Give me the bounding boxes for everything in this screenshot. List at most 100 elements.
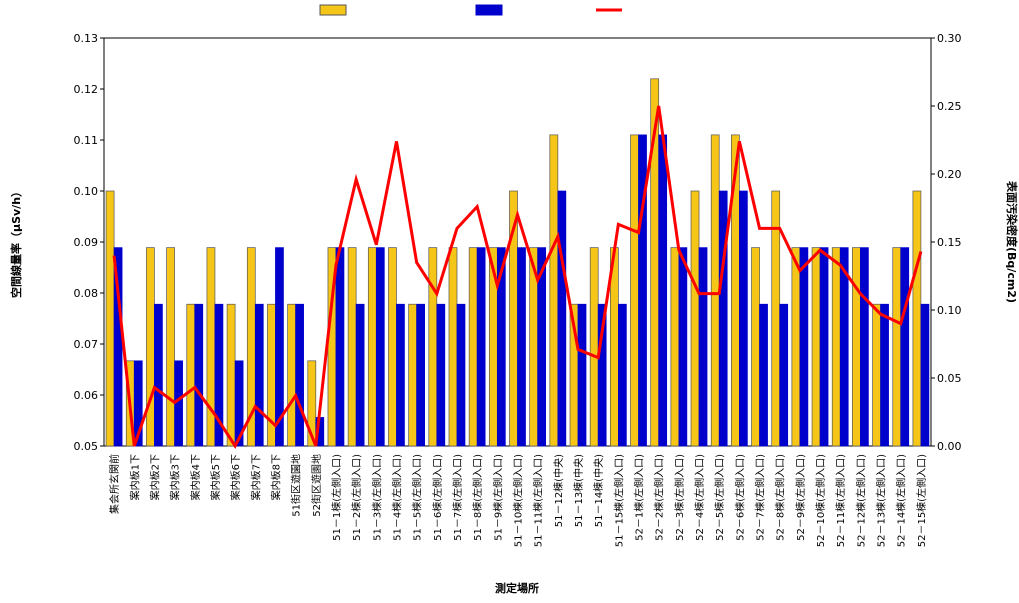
x-tick-label: 52－9棟(左側入口) <box>794 454 807 541</box>
y-tick-label: 0.13 <box>74 32 99 45</box>
x-tick-label: 51－1棟(左側入口) <box>330 454 343 541</box>
y-tick-label: 0.09 <box>74 236 99 249</box>
x-tick-label: 52－6棟(左側入口) <box>733 454 746 541</box>
bar <box>638 134 647 447</box>
x-tick-label: 52－10棟(左側入口) <box>814 454 827 547</box>
x-tick-label: 51－9棟(左側入口) <box>491 454 504 541</box>
bar <box>133 360 143 447</box>
bar <box>226 303 236 447</box>
x-tick-label: 51街区遊園地 <box>290 454 303 517</box>
bar <box>428 247 438 447</box>
x-tick-label: 52－14棟(左側入口) <box>895 454 908 547</box>
bar <box>839 247 849 447</box>
bar <box>577 303 587 447</box>
bar <box>557 190 567 447</box>
x-tick-label: 52－8棟(左側入口) <box>774 454 787 541</box>
y2-tick-label: 0.00 <box>937 440 962 453</box>
x-tick-label: 52－12棟(左側入口) <box>854 454 867 547</box>
bar <box>739 190 748 447</box>
bar <box>456 303 466 447</box>
x-tick-label: 52－13棟(左側入口) <box>875 454 888 547</box>
bar <box>831 247 841 447</box>
bar <box>872 303 881 447</box>
x-tick-label: 51－4棟(左側入口) <box>390 454 403 541</box>
bar <box>589 247 599 447</box>
bar <box>690 190 700 447</box>
y2-tick-label: 0.15 <box>937 236 962 249</box>
bar <box>436 303 446 447</box>
x-tick-label: 案内板6下 <box>229 454 242 500</box>
x-tick-label: 51－8棟(左側入口) <box>471 454 484 541</box>
y-tick-label: 0.06 <box>74 389 99 402</box>
bar <box>154 303 163 447</box>
bar <box>658 134 668 447</box>
bar <box>295 303 304 447</box>
bar <box>347 247 357 447</box>
x-tick-label: 51－15棟(左側入口) <box>612 454 625 547</box>
bar <box>710 134 720 447</box>
bar <box>367 247 377 447</box>
bar <box>860 247 869 447</box>
bar <box>186 303 196 447</box>
x-tick-label: 52－15棟(左側入口) <box>915 454 928 547</box>
bar <box>375 247 385 447</box>
bar <box>549 134 559 447</box>
y2-tick-label: 0.05 <box>937 372 962 385</box>
bar <box>912 190 922 447</box>
bar <box>678 247 688 447</box>
bar <box>214 303 224 447</box>
y2-tick-label: 0.25 <box>937 100 962 113</box>
bar <box>537 247 547 447</box>
bar <box>718 190 728 447</box>
legend-swatch <box>475 4 503 16</box>
bar <box>234 360 244 447</box>
bar <box>920 303 930 447</box>
bar <box>759 303 768 447</box>
x-tick-label: 52－4棟(左側入口) <box>693 454 706 541</box>
bar <box>468 247 478 447</box>
bar <box>630 134 639 447</box>
bar <box>194 303 204 447</box>
bar <box>287 303 296 447</box>
bar <box>670 247 680 447</box>
bar <box>206 247 216 447</box>
bar <box>880 303 889 447</box>
x-tick-label: 案内板2下 <box>148 454 161 500</box>
x-tick-label: 51－10棟(左側入口) <box>512 454 525 547</box>
x-tick-label: 51－5棟(左側入口) <box>411 454 424 541</box>
x-tick-label: 51－13棟(中央) <box>572 454 585 527</box>
x-tick-label: 52－7棟(左側入口) <box>754 454 767 541</box>
y-axis-label: 空間線量率（μSv/h） <box>9 186 23 298</box>
bar <box>799 247 809 447</box>
line <box>112 105 923 450</box>
x-tick-label: 52－3棟(左側入口) <box>673 454 686 541</box>
bar <box>892 247 902 447</box>
bar <box>166 247 175 447</box>
bar <box>900 247 910 447</box>
y2-axis-label: 表面汚染密度(Bq/cm2) <box>1005 180 1019 303</box>
y-tick-label: 0.12 <box>74 83 99 96</box>
bar <box>476 247 486 447</box>
x-tick-label: 案内板7下 <box>249 454 262 500</box>
x-tick-label: 案内板8下 <box>269 454 282 500</box>
x-tick-label: 52－5棟(左側入口) <box>713 454 726 541</box>
x-axis-label: 測定場所 <box>495 581 539 595</box>
x-tick-label: 51－11棟(左側入口) <box>532 454 545 547</box>
bar <box>698 247 708 447</box>
x-tick-label: 52－2棟(左側入口) <box>653 454 666 541</box>
bar <box>307 360 317 447</box>
bar <box>791 247 801 447</box>
bar <box>146 247 155 447</box>
x-tick-label: 52街区遊園地 <box>310 454 323 517</box>
x-tick-label: 51－3棟(左側入口) <box>370 454 383 541</box>
bar <box>396 303 405 447</box>
x-tick-label: 51－6棟(左側入口) <box>431 454 444 541</box>
x-tick-label: 集会所玄関前 <box>108 454 121 514</box>
bar <box>496 247 506 447</box>
bar <box>254 303 264 447</box>
bar <box>811 247 821 447</box>
bar <box>448 247 458 447</box>
y-tick-label: 0.11 <box>74 134 99 147</box>
x-tick-label: 51－2棟(左側入口) <box>350 454 363 541</box>
y-tick-label: 0.07 <box>74 338 99 351</box>
